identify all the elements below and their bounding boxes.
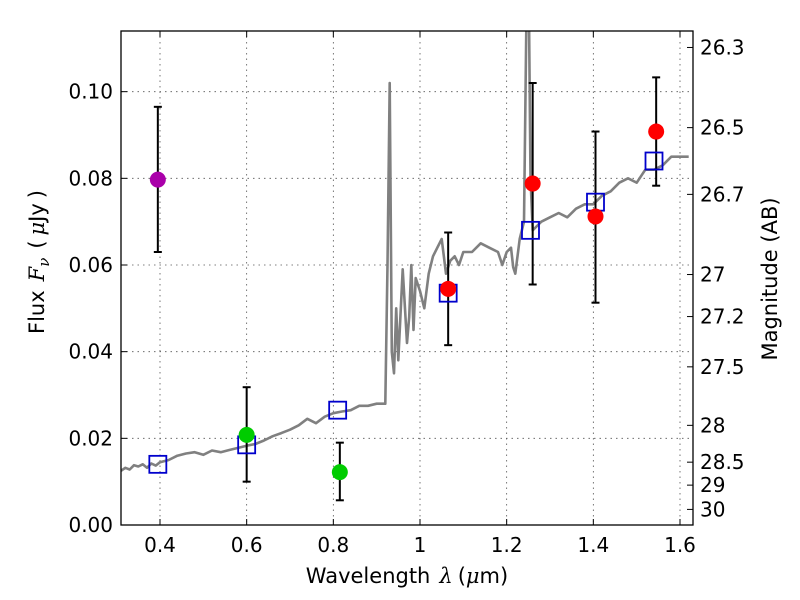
magnitude-tick-label: 28 bbox=[700, 413, 725, 437]
magnitude-tick-label: 28.5 bbox=[700, 450, 745, 474]
observed-point bbox=[149, 171, 166, 188]
magnitude-tick-label: 26.7 bbox=[700, 182, 745, 206]
model-flux-square bbox=[328, 400, 348, 420]
y-axis-ticks: 0.00 0.02 0.04 0.06 0.08 0.10 bbox=[68, 80, 127, 537]
model-flux-square bbox=[521, 220, 540, 240]
model-flux-square bbox=[148, 454, 168, 474]
x-tick-label: 0.8 bbox=[317, 533, 349, 557]
y-axis-label: FluxFν(μJy) bbox=[25, 190, 53, 334]
observed-point bbox=[238, 426, 255, 443]
magnitude-axis-label: Magnitude (AB) bbox=[758, 197, 782, 360]
x-axis-ticks: 0.4 0.6 0.8 1 1.2 1.4 1.6 bbox=[144, 31, 696, 557]
spectrum-line bbox=[121, 31, 689, 472]
x-tick-label: 1 bbox=[414, 533, 427, 557]
observed-point bbox=[524, 175, 541, 192]
x-tick-label: 1.6 bbox=[664, 533, 696, 557]
model-flux-layer bbox=[148, 151, 664, 474]
spectrum-layer bbox=[121, 31, 689, 472]
magnitude-tick-label: 27.2 bbox=[700, 305, 745, 329]
plot-frame bbox=[120, 30, 694, 526]
x-tick-label: 1.4 bbox=[577, 533, 609, 557]
magnitude-tick-label: 29 bbox=[700, 473, 725, 497]
magnitude-tick-label: 26.5 bbox=[700, 116, 745, 140]
y-tick-label: 0.10 bbox=[68, 80, 113, 104]
y-tick-label: 0.06 bbox=[68, 253, 113, 277]
model-flux-square bbox=[644, 151, 664, 171]
observed-point bbox=[440, 280, 457, 297]
y-tick-label: 0.00 bbox=[68, 513, 113, 537]
x-axis-label: Wavelength λ (μm) bbox=[306, 564, 508, 588]
y-tick-label: 0.02 bbox=[68, 426, 113, 450]
observed-point-layer bbox=[149, 123, 665, 481]
magnitude-tick-label: 27.5 bbox=[700, 355, 745, 379]
observed-point bbox=[331, 464, 348, 481]
errorbar-layer bbox=[153, 76, 661, 502]
magnitude-tick-label: 26.3 bbox=[700, 35, 745, 59]
x-tick-label: 0.6 bbox=[231, 533, 263, 557]
magnitude-tick-label: 27 bbox=[700, 263, 725, 287]
observed-point bbox=[587, 208, 604, 225]
magnitude-tick-label: 30 bbox=[700, 497, 725, 521]
grid bbox=[121, 31, 693, 526]
observed-point bbox=[648, 123, 665, 140]
x-tick-label: 0.4 bbox=[144, 533, 176, 557]
x-tick-label: 1.2 bbox=[491, 533, 523, 557]
y-tick-label: 0.04 bbox=[68, 340, 113, 364]
y-tick-label: 0.08 bbox=[68, 166, 113, 190]
